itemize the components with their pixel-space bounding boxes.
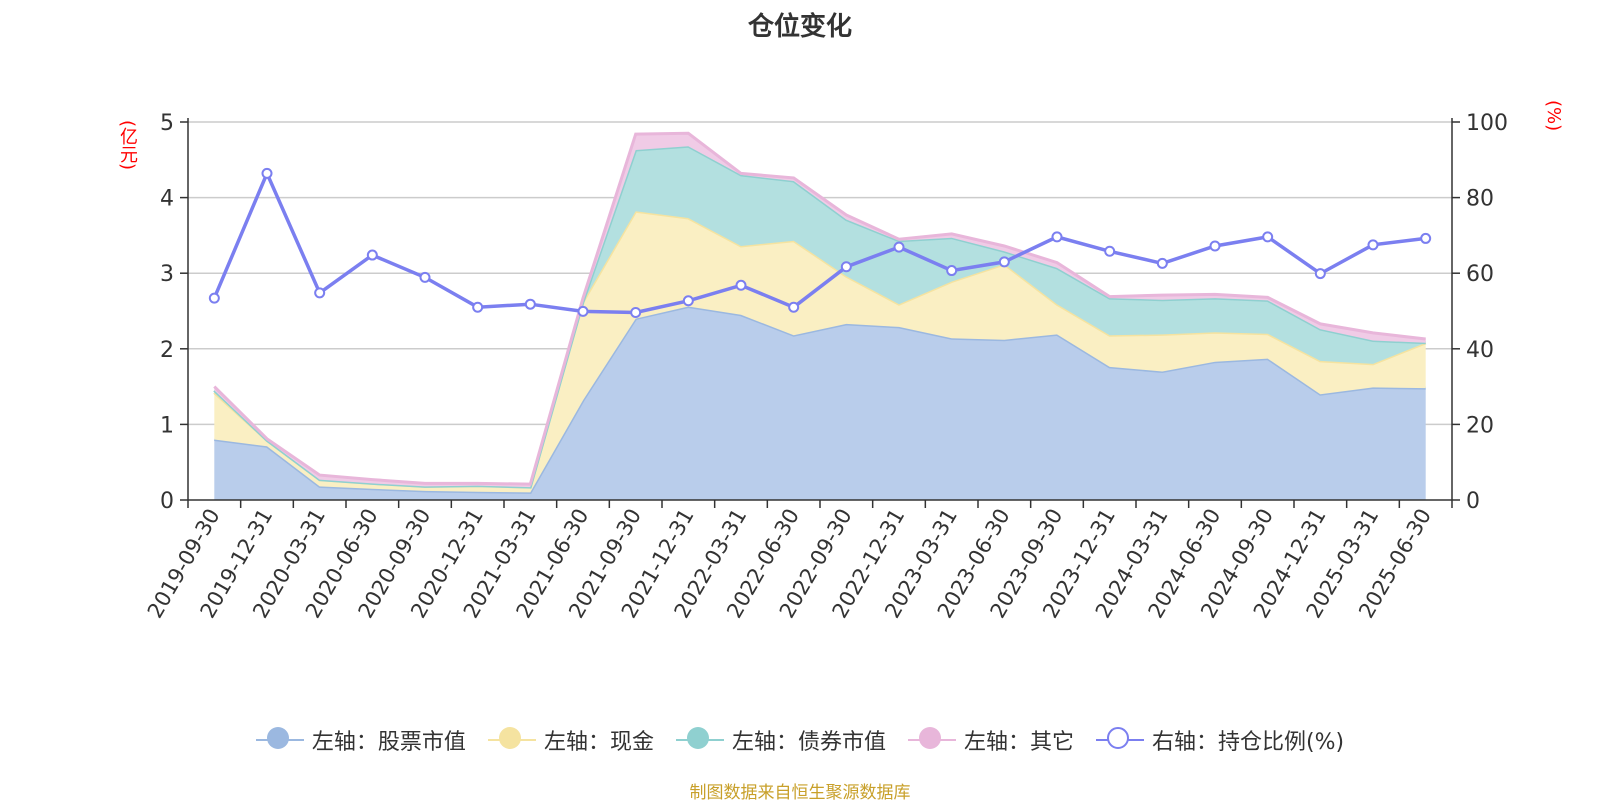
left-axis-unit-label: (亿元) xyxy=(117,120,138,171)
position-ratio-line xyxy=(212,168,1426,315)
right-axis-tick-label: 40 xyxy=(1466,338,1494,363)
legend-item-cash[interactable]: 左轴：现金 xyxy=(487,724,654,756)
legend-swatch-position-ratio xyxy=(1095,727,1144,753)
position-ratio-point xyxy=(893,241,905,253)
left-axis-tick-label: 0 xyxy=(160,489,174,514)
right-axis-tick-label: 20 xyxy=(1466,413,1494,438)
position-ratio-point xyxy=(261,167,273,179)
position-ratio-point xyxy=(524,298,536,310)
left-axis-tick-label: 1 xyxy=(160,413,174,438)
legend-swatch-other xyxy=(907,727,956,753)
data-source-note: 制图数据来自恒生聚源数据库 xyxy=(689,783,911,803)
chart-legend: 左轴：股票市值 左轴：现金 左轴：债券市值 左轴：其它 右轴：持仓比例(%) xyxy=(0,720,1600,760)
legend-label-stock-value: 左轴：股票市值 xyxy=(311,730,466,755)
right-axis-tick-label: 80 xyxy=(1466,187,1494,212)
left-axis-tick-label: 2 xyxy=(160,338,174,363)
legend-item-bond-value[interactable]: 左轴：债券市值 xyxy=(675,724,886,756)
position-ratio-point xyxy=(577,305,589,317)
legend-label-other: 左轴：其它 xyxy=(963,730,1074,755)
position-ratio-point xyxy=(1104,245,1116,257)
chart-title: 仓位变化 xyxy=(747,12,852,42)
position-ratio-point xyxy=(208,292,220,304)
position-ratio-point xyxy=(1156,257,1168,269)
position-ratio-point xyxy=(682,295,694,307)
legend-item-other[interactable]: 左轴：其它 xyxy=(907,724,1074,756)
position-ratio-point xyxy=(735,279,747,291)
position-ratio-point xyxy=(1420,232,1432,244)
position-ratio-point xyxy=(1051,231,1063,243)
position-ratio-point xyxy=(419,271,431,283)
position-ratio-point xyxy=(788,301,800,313)
position-ratio-point xyxy=(1314,268,1326,280)
area-series-1 xyxy=(214,211,1426,493)
legend-label-position-ratio: 右轴：持仓比例(%) xyxy=(1151,730,1345,755)
left-axis-tick-label: 4 xyxy=(160,187,174,212)
legend-swatch-cash xyxy=(487,727,536,753)
position-ratio-point xyxy=(472,301,484,313)
legend-swatch-stock-value xyxy=(255,727,304,753)
position-ratio-point xyxy=(630,307,642,319)
position-ratio-point xyxy=(314,287,326,299)
legend-item-position-ratio[interactable]: 右轴：持仓比例(%) xyxy=(1095,724,1345,756)
legend-label-cash: 左轴：现金 xyxy=(543,730,654,755)
left-axis-tick-label: 3 xyxy=(160,262,174,287)
left-axis-tick-label: 5 xyxy=(160,111,174,136)
right-axis-unit-label: (%) xyxy=(1543,100,1564,132)
position-ratio-point xyxy=(1209,240,1221,252)
position-ratio-point xyxy=(366,249,378,261)
legend-label-bond-value: 左轴：债券市值 xyxy=(731,730,886,755)
area-series-2 xyxy=(214,146,1426,488)
position-ratio-point xyxy=(1367,239,1379,251)
position-ratio-point xyxy=(998,256,1010,268)
area-series-0 xyxy=(214,306,1426,500)
legend-item-stock-value[interactable]: 左轴：股票市值 xyxy=(255,724,466,756)
area-line-series-3 xyxy=(213,131,1426,486)
right-axis-tick-label: 60 xyxy=(1466,262,1494,287)
right-axis-tick-label: 100 xyxy=(1466,111,1508,136)
position-ratio-point xyxy=(840,261,852,273)
position-ratio-point xyxy=(1262,231,1274,243)
right-axis-tick-label: 0 xyxy=(1466,489,1480,514)
legend-swatch-bond-value xyxy=(675,727,724,753)
position-ratio-point xyxy=(946,265,958,277)
